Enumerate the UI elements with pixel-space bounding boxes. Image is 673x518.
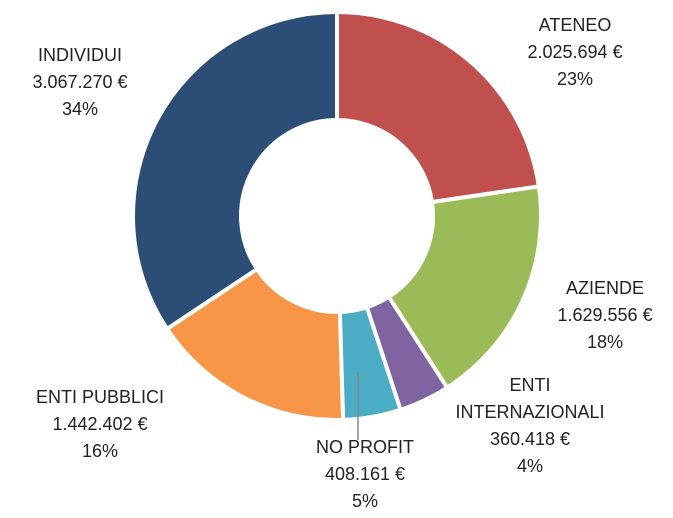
- category-label: AZIENDE: [565, 278, 644, 298]
- donut-slice: [337, 304, 404, 422]
- slice-label: AZIENDE 1.629.556 € 18%: [520, 275, 673, 356]
- percent-label: 18%: [586, 332, 624, 352]
- percent-label: 5%: [351, 491, 378, 511]
- donut-slice: [364, 294, 450, 413]
- value-label: 3.067.270 €: [32, 72, 128, 92]
- slice-label: ENTI INTERNAZIONALI 360.418 € 4%: [445, 372, 615, 480]
- value-label: 360.418 €: [489, 429, 571, 449]
- category-label: NO PROFIT: [316, 437, 414, 457]
- percent-label: 23%: [556, 69, 594, 89]
- donut-slice: [386, 184, 543, 391]
- category-label: ATENEO: [538, 15, 612, 35]
- value-label: 408.161 €: [324, 464, 406, 484]
- percent-label: 34%: [61, 99, 99, 119]
- category-label: ENTI PUBBLICI: [35, 387, 165, 407]
- slice-label: INDIVIDUI 3.067.270 € 34%: [0, 42, 165, 123]
- percent-label: 4%: [516, 456, 543, 476]
- value-label: 1.629.556 €: [557, 305, 653, 325]
- slice-label: NO PROFIT 408.161 € 5%: [280, 434, 450, 515]
- value-label: 1.442.402 €: [52, 414, 148, 434]
- percent-label: 16%: [81, 441, 119, 461]
- category-label: ENTI INTERNAZIONALI: [455, 375, 605, 422]
- category-label: INDIVIDUI: [37, 45, 122, 65]
- donut-slice: [164, 266, 346, 422]
- donut-slice: [131, 9, 339, 332]
- value-label: 2.025.694 €: [527, 42, 623, 62]
- donut-slice: [335, 9, 542, 205]
- slice-label: ENTI PUBBLICI 1.442.402 € 16%: [15, 384, 185, 465]
- slice-label: ATENEO 2.025.694 € 23%: [490, 12, 660, 93]
